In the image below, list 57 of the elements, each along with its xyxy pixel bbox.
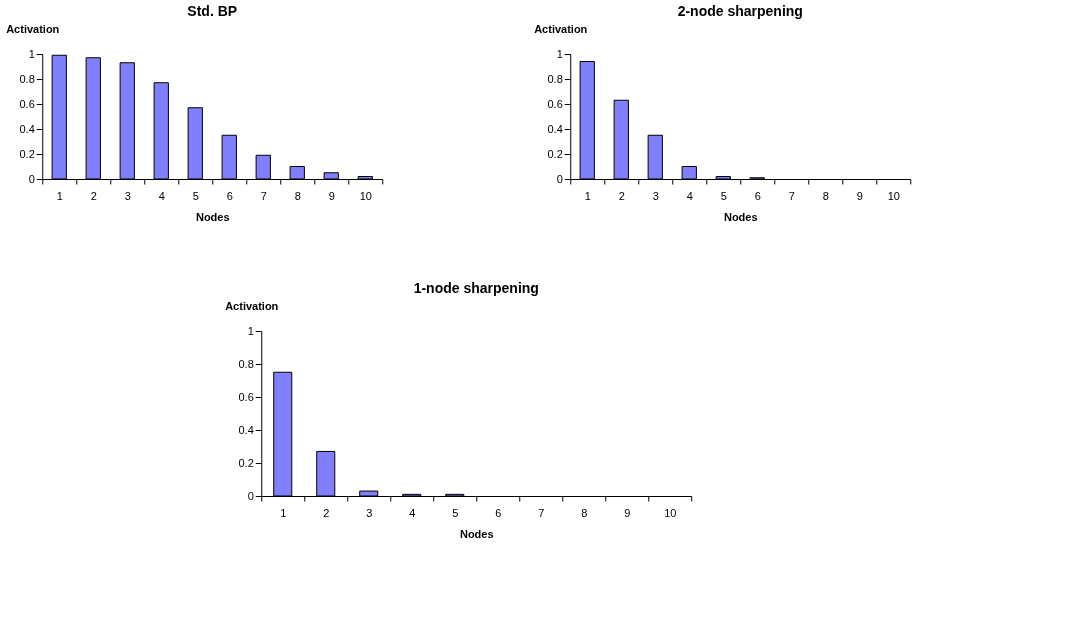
x-tick-label: 8 (822, 189, 829, 202)
x-tick-label: 8 (581, 506, 588, 519)
x-tick-label: 10 (664, 506, 677, 519)
x-tick-label: 3 (124, 189, 131, 202)
x-tick-label: 4 (158, 189, 165, 202)
x-tick-label: 3 (366, 506, 373, 519)
x-tick-label: 1 (56, 189, 63, 202)
x-tick-label: 9 (624, 506, 631, 519)
x-tick-label: 5 (452, 506, 459, 519)
chart-title: 1-node sharpening (413, 280, 539, 296)
x-tick-label: 9 (856, 189, 863, 202)
x-tick-label: 2 (618, 189, 625, 202)
y-tick-label: 0 (247, 489, 254, 502)
x-axis-title: Nodes (723, 210, 758, 223)
x-tick-label: 2 (323, 506, 330, 519)
x-axis-title: Nodes (195, 210, 230, 223)
y-tick-label: 1 (556, 47, 563, 60)
y-tick-label: 0.2 (547, 147, 563, 160)
x-tick-label: 4 (686, 189, 693, 202)
x-axis-title: Nodes (459, 527, 494, 540)
chart-title: Std. BP (187, 3, 238, 19)
y-tick-label: 0.8 (547, 72, 563, 85)
y-tick-label: 0.2 (238, 456, 254, 469)
x-tick-label: 4 (409, 506, 416, 519)
x-tick-label: 5 (192, 189, 199, 202)
y-tick-label: 1 (247, 324, 254, 337)
y-tick-label: 0.6 (547, 97, 563, 110)
x-tick-label: 5 (720, 189, 727, 202)
y-tick-label: 0.2 (19, 147, 35, 160)
x-tick-label: 1 (584, 189, 591, 202)
y-axis-title: Activation (534, 22, 588, 35)
y-tick-label: 0.6 (238, 390, 254, 403)
x-tick-label: 1 (280, 506, 287, 519)
y-tick-label: 1 (28, 47, 35, 60)
chart-title: 2-node sharpening (677, 3, 803, 19)
y-tick-label: 0.8 (19, 72, 35, 85)
x-tick-label: 7 (788, 189, 795, 202)
x-tick-label: 6 (226, 189, 233, 202)
y-tick-label: 0 (556, 172, 563, 185)
x-tick-label: 7 (538, 506, 545, 519)
x-tick-label: 8 (294, 189, 301, 202)
x-tick-label: 3 (652, 189, 659, 202)
y-axis-title: Activation (6, 22, 60, 35)
x-tick-label: 6 (754, 189, 761, 202)
y-tick-label: 0.4 (19, 122, 35, 135)
x-tick-label: 9 (328, 189, 335, 202)
x-tick-label: 10 (887, 189, 900, 202)
x-tick-label: 6 (495, 506, 502, 519)
x-tick-label: 7 (260, 189, 267, 202)
y-tick-label: 0 (28, 172, 35, 185)
y-axis-title: Activation (225, 299, 279, 312)
y-tick-label: 0.4 (238, 423, 254, 436)
y-tick-label: 0.6 (19, 97, 35, 110)
y-tick-label: 0.8 (238, 357, 254, 370)
y-tick-label: 0.4 (547, 122, 563, 135)
x-tick-label: 2 (90, 189, 97, 202)
x-tick-label: 10 (359, 189, 372, 202)
